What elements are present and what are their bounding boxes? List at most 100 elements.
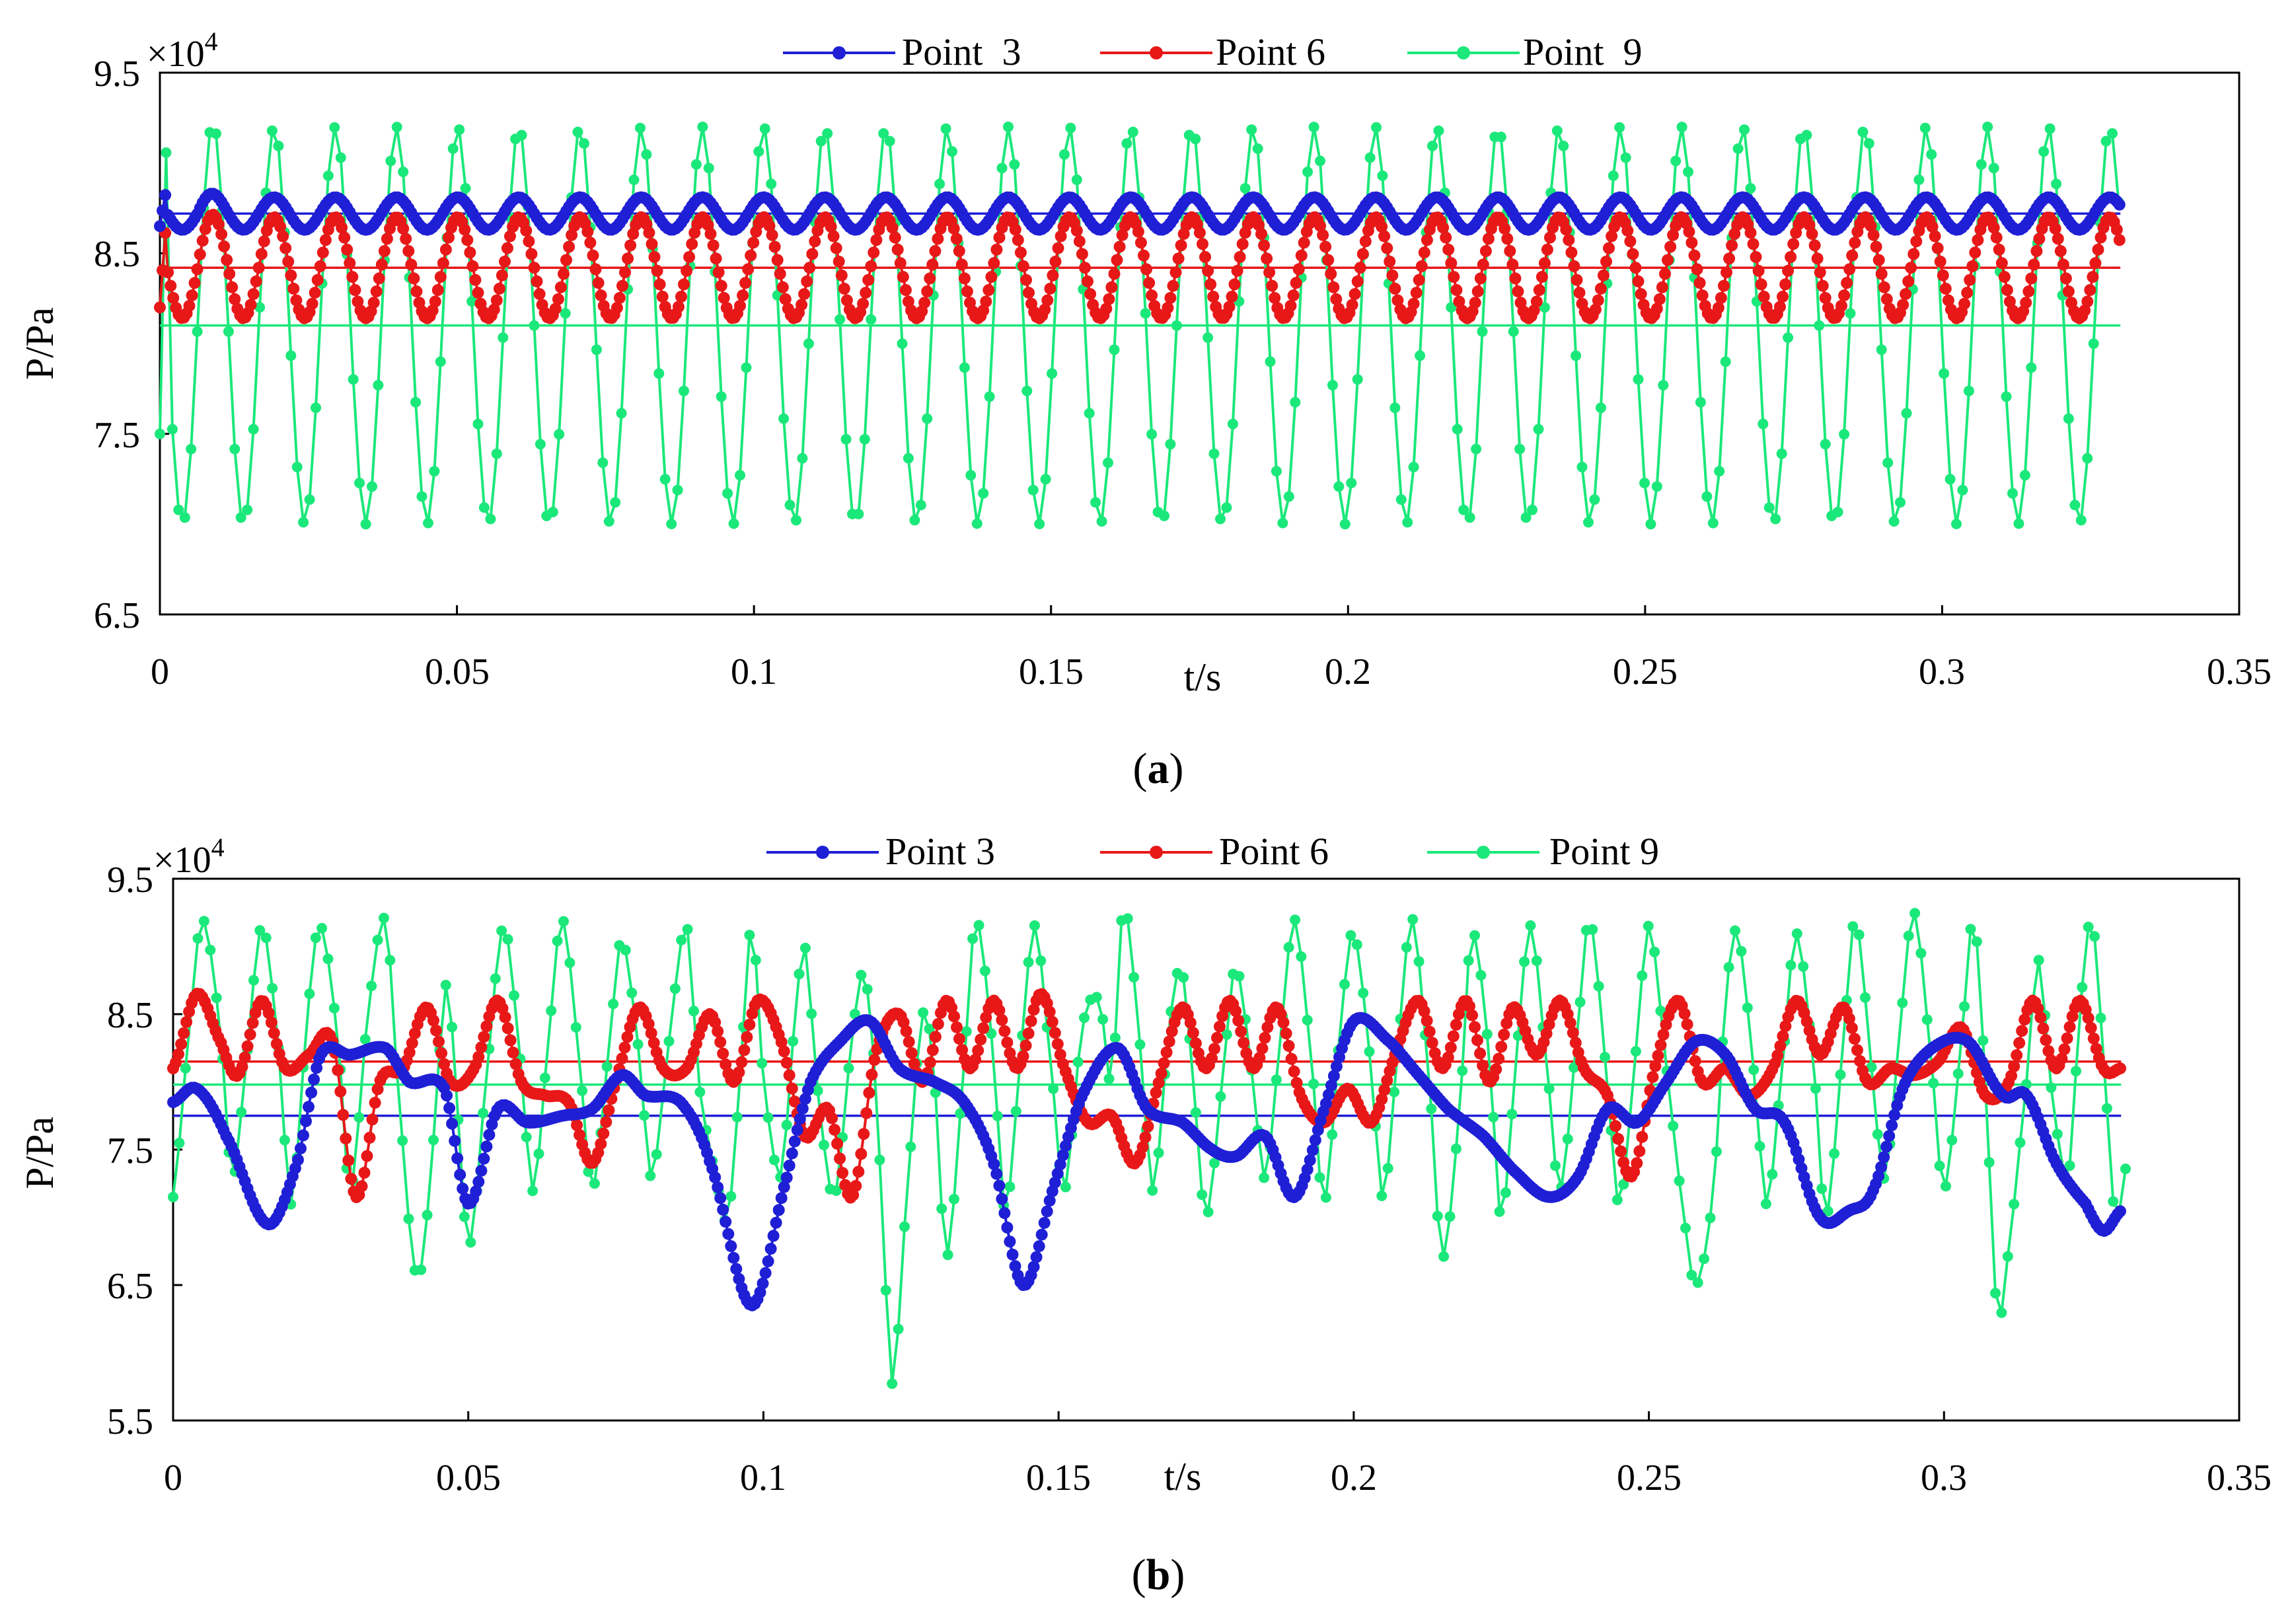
panel-a-point-point-9	[2082, 453, 2093, 464]
panel-a-point-point-6	[718, 291, 730, 304]
panel-a-point-point-6	[1752, 264, 1765, 277]
panel-b-point-point-9	[1382, 1163, 1393, 1174]
panel-a-point-point-6	[252, 262, 265, 274]
panel-b-point-point-9	[267, 982, 278, 994]
panel-b-point-point-6	[600, 1116, 612, 1128]
panel-b-point-point-9	[843, 1062, 854, 1074]
panel-b-point-point-9	[440, 980, 451, 990]
panel-b-point-point-6	[993, 1004, 1006, 1017]
panel-a-point-point-9	[1919, 122, 1931, 133]
panel-b-point-point-6	[618, 1041, 631, 1054]
panel-b-point-point-6	[2034, 1012, 2047, 1024]
panel-b-point-point-3	[441, 1089, 453, 1102]
panel-a-point-point-6	[763, 219, 776, 232]
panel-b-point-point-6	[953, 1033, 965, 1045]
panel-a-point-point-6	[745, 249, 757, 262]
panel-b-point-point-9	[447, 1021, 458, 1033]
panel-b-point-point-6	[717, 1047, 729, 1060]
panel-a-point-point-6	[796, 299, 808, 311]
panel-a-point-point-6	[1509, 272, 1522, 285]
panel-b-point-point-9	[1928, 1078, 1939, 1089]
panel-a-point-point-9	[1065, 122, 1076, 133]
panel-a-point-point-6	[958, 272, 971, 285]
panel-b-point-point-9	[1035, 955, 1047, 967]
panel-a-point-point-6	[825, 221, 837, 233]
panel-b-point-point-9	[1048, 1083, 1059, 1094]
panel-a-point-point-6	[1146, 289, 1158, 302]
panel-a-point-point-6	[1867, 229, 1880, 241]
panel-b-point-point-3	[311, 1062, 323, 1074]
panel-b-point-point-6	[932, 1017, 944, 1030]
panel-a-point-point-6	[1023, 287, 1035, 299]
panel-b-point-point-9	[2033, 955, 2044, 966]
panel-a-point-point-9	[766, 178, 777, 190]
panel-b-point-point-6	[831, 1138, 844, 1150]
panel-b-point-point-3	[1056, 1149, 1069, 1161]
panel-a-point-point-6	[552, 293, 564, 305]
panel-b-caption-close: )	[1170, 1551, 1185, 1599]
panel-a-point-point-6	[1902, 275, 1915, 287]
panel-a-point-point-6	[1172, 252, 1185, 265]
panel-b-point-point-3	[470, 1185, 482, 1198]
panel-b-point-point-9	[1760, 1198, 1771, 1210]
panel-b-point-point-9	[1897, 997, 1908, 1008]
panel-a-point-point-6	[1477, 258, 1489, 271]
panel-a-point-point-9	[1895, 497, 1906, 508]
panel-a-x-tick-label: 0.05	[425, 651, 490, 692]
panel-a-point-point-6	[1197, 238, 1208, 250]
panel-b-point-point-3	[478, 1152, 490, 1165]
panel-a-point-point-6	[1849, 237, 1861, 249]
panel-a-point-point-6	[702, 219, 714, 231]
panel-b-point-point-9	[893, 1323, 904, 1335]
panel-b-point-point-9	[1785, 959, 1796, 971]
panel-a-point-point-6	[1816, 279, 1829, 292]
panel-a-point-point-6	[400, 233, 412, 245]
panel-a-point-point-9	[1801, 129, 1812, 141]
panel-a-point-point-6	[1538, 257, 1551, 270]
panel-a-point-point-9	[1165, 439, 1176, 450]
panel-a-point-point-6	[656, 291, 669, 303]
panel-b-point-point-6	[775, 1036, 788, 1049]
panel-a-point-point-6	[806, 248, 819, 260]
panel-a-point-point-6	[1629, 262, 1642, 274]
panel-a-point-point-9	[1034, 519, 1045, 529]
panel-a-point-point-6	[2087, 271, 2099, 283]
panel-b-x-ticks: 0 0.05 0.1 0.15 0.2 0.25 0.3 0.35	[164, 1457, 2272, 1498]
panel-b-point-point-3	[764, 1243, 777, 1255]
panel-b-point-point-9	[1705, 1212, 1716, 1224]
panel-a-point-point-9	[1352, 374, 1363, 385]
panel-b-point-point-9	[236, 1107, 247, 1118]
panel-a-point-point-6	[1910, 235, 1923, 248]
panel-a-point-point-9	[1863, 138, 1874, 149]
panel-a-point-point-9	[285, 350, 297, 361]
panel-b-point-point-9	[1401, 941, 1412, 953]
panel-a-point-point-6	[932, 233, 944, 245]
panel-a-point-point-9	[791, 515, 801, 526]
panel-a-point-point-6	[1969, 246, 1981, 259]
panel-a-point-point-9	[1739, 124, 1750, 135]
panel-b-point-point-6	[2018, 1014, 2031, 1026]
panel-b-point-point-9	[254, 925, 266, 936]
panel-a-point-point-9	[1477, 326, 1488, 337]
panel-b-point-point-6	[475, 1041, 488, 1054]
panel-a-point-point-9	[1371, 122, 1382, 133]
panel-a-point-point-6	[673, 301, 685, 313]
panel-b-point-point-6	[1843, 1012, 1855, 1025]
panel-a-point-point-9	[2038, 146, 2050, 157]
panel-b-point-point-3	[1004, 1235, 1016, 1248]
panel-b-point-point-6	[948, 1010, 960, 1023]
panel-b-point-point-9	[1364, 1046, 1375, 1057]
panel-a-point-point-9	[1084, 408, 1095, 419]
panel-b-point-point-9	[1407, 914, 1419, 925]
panel-a-point-point-6	[1164, 291, 1177, 304]
panel-a-point-point-6	[1076, 248, 1088, 260]
panel-a-point-point-6	[274, 221, 287, 233]
panel-b-x-tick-label: 0	[164, 1457, 182, 1498]
panel-b-point-point-6	[1230, 1005, 1242, 1017]
panel-a-point-point-6	[1253, 219, 1265, 231]
panel-a-point-point-6	[2054, 245, 2067, 257]
panel-b-point-point-9	[1810, 1083, 1821, 1094]
panel-a-point-point-9	[435, 356, 446, 367]
panel-a-point-point-9	[329, 122, 340, 133]
panel-b-point-point-9	[2095, 1012, 2106, 1023]
